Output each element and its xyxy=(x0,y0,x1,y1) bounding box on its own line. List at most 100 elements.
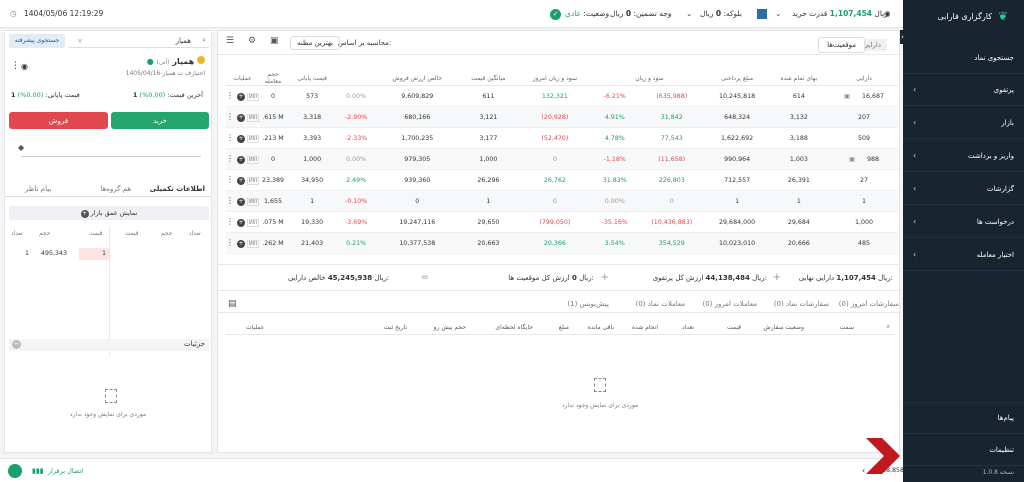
more-icon[interactable]: ⋮ xyxy=(226,112,234,121)
cell-asset: ▣ 988 xyxy=(830,148,898,170)
more-icon[interactable]: ⋮ xyxy=(226,196,234,205)
chevron-left-icon[interactable]: ‹ xyxy=(862,466,866,475)
tab-peers[interactable]: هم گروه‌ها xyxy=(100,185,131,193)
cell-trade-vol: .075 M xyxy=(259,211,288,233)
add-icon[interactable]: + xyxy=(237,135,245,143)
tab-drafts[interactable]: پیش‌نویس (1) xyxy=(567,300,609,308)
sell-button[interactable]: فروش xyxy=(9,112,108,129)
wallet-icon[interactable] xyxy=(757,9,767,19)
chart-icon[interactable]: ИllI xyxy=(247,198,260,206)
details-header[interactable]: جزئیات − xyxy=(9,339,209,351)
export-icon[interactable]: ▣ xyxy=(270,36,279,46)
more-icon[interactable]: ⋮ xyxy=(226,133,234,142)
tab-symbol-orders[interactable]: سفارشات نماد (0) xyxy=(773,300,829,308)
price-slider[interactable] xyxy=(21,156,201,157)
add-icon[interactable]: + xyxy=(237,240,245,248)
more-icon[interactable]: ⋮ xyxy=(226,238,234,247)
eye-icon[interactable]: ◉ xyxy=(884,9,891,18)
tab-today-orders[interactable]: سفارشات امروز (0) xyxy=(838,300,899,308)
cell-net: 939,360 xyxy=(375,169,460,191)
cell-close-pct: 0.21% xyxy=(337,232,376,254)
cell-cost: 26,391 xyxy=(767,169,831,191)
add-icon[interactable]: + xyxy=(237,93,245,101)
chart-icon[interactable]: ИllI xyxy=(247,93,260,101)
table-row[interactable]: ⋮ + ИllI 23,389 34,950 2.49% 939,360 26,296 26,… xyxy=(226,169,898,191)
table-row[interactable]: ⋮ + ИllI .075 M 19,330 -3.69% 19,247,116 29,65… xyxy=(226,211,898,233)
more-icon[interactable]: ⋮ xyxy=(226,217,234,226)
more-icon[interactable]: ⋮ xyxy=(226,154,234,163)
advanced-search-button[interactable]: جستجوی پیشرفته xyxy=(9,34,65,48)
cell-pl: 0 xyxy=(637,190,707,212)
tab-symbol-trades[interactable]: معاملات نماد (0) xyxy=(635,300,685,308)
more-icon[interactable]: ⋮ xyxy=(226,91,234,100)
cell-avg: 20,663 xyxy=(459,232,518,254)
sidebar-item-search[interactable]: جستجوی نماد xyxy=(903,42,1024,74)
table-row[interactable]: ⋮ + ИllI 1,655 1 -0.10% 0 1 0 0.00% 0 1 1 1 xyxy=(226,190,898,212)
cell-pl: (11,658) xyxy=(637,148,707,170)
add-icon[interactable]: + xyxy=(237,156,245,164)
excel-icon[interactable]: ▤ xyxy=(228,299,237,309)
cell-value: 648,324 xyxy=(724,113,751,121)
sidebar-item-options[interactable]: ‹ اختیار معامله xyxy=(903,239,1024,271)
tab-positions[interactable]: موقعیت‌ها xyxy=(818,37,865,53)
cell-value: -2.90% xyxy=(345,113,368,121)
chevron-down-icon[interactable]: ⌄ xyxy=(686,9,693,18)
signal-icon: ▮▮▮ xyxy=(32,467,44,475)
table-row[interactable]: ⋮ + ИllI 0 1,000 0.00% 979,305 1,000 0 -1.18% (11… xyxy=(226,148,898,170)
cell-avg: 1 xyxy=(459,190,518,212)
close-price: قیمت پایانی: (0.00%) 1 xyxy=(11,91,80,99)
chart-icon[interactable]: ИllI xyxy=(247,114,260,122)
cell-pl-pct: 31.83% xyxy=(592,169,637,191)
buy-button[interactable]: خرید xyxy=(111,112,209,129)
chart-icon[interactable]: ИllI xyxy=(247,135,260,143)
tab-supervisor-message[interactable]: پیام ناظر xyxy=(25,185,52,193)
cell-value: 1 xyxy=(796,197,801,205)
table-row[interactable]: ⋮ + ИllI 0 573 0.00% 9,609,829 611 132,321 -6.21… xyxy=(226,85,898,107)
cell-paid: 29,684,000 xyxy=(706,211,768,233)
cell-pl-pct: -1.18% xyxy=(592,148,637,170)
sidebar-item-messages[interactable]: پیام‌ها xyxy=(903,402,1024,434)
chart-icon[interactable]: ИllI xyxy=(247,156,260,164)
search-icon: ⌕ xyxy=(886,323,890,330)
columns-icon[interactable]: ☰ xyxy=(226,36,235,46)
chart-icon[interactable]: ИllI xyxy=(247,177,260,185)
cell-pl: 77,543 xyxy=(637,127,707,149)
tab-today-trades[interactable]: معاملات امروز (0) xyxy=(702,300,757,308)
add-icon[interactable]: + xyxy=(237,198,245,206)
cell-close: 573 xyxy=(287,85,338,107)
support-icon[interactable] xyxy=(8,464,22,478)
sidebar-item-deposit[interactable]: ‹ واریز و برداشت xyxy=(903,140,1024,172)
cell-value: 26,391 xyxy=(787,176,810,184)
index-value: 2,768,858 xyxy=(872,467,905,474)
table-row[interactable]: ⋮ + ИllI .262 M 21,403 0.21% 10,377,538 20,663… xyxy=(226,232,898,254)
cell-paid: 1 xyxy=(706,190,768,212)
table-row[interactable]: ⋮ + ИllI .213 M 3,393 -2.33% 1,700,235 3,177 (5… xyxy=(226,127,898,149)
cell-value: 27 xyxy=(860,176,869,184)
cell-value: (799,050) xyxy=(539,218,571,226)
add-icon[interactable]: + xyxy=(237,177,245,185)
chart-icon[interactable]: ИllI xyxy=(247,240,260,248)
calc-select[interactable]: بهترین مظنه xyxy=(290,36,341,50)
table-row[interactable]: ⋮ + ИllI .615 M 3,318 -2.90% 680,166 3,121 (20,… xyxy=(226,106,898,128)
more-icon[interactable]: ⋮ xyxy=(11,61,20,71)
cell-trade-vol: .615 M xyxy=(259,106,288,128)
eye-icon[interactable]: ◉ xyxy=(21,62,28,71)
sidebar-item-portfolio[interactable]: ‹ پرتفوی xyxy=(903,74,1024,106)
search-input[interactable]: × همیار ⌕ xyxy=(69,34,209,48)
sidebar-item-settings[interactable]: تنظیمات xyxy=(903,434,1024,466)
market-depth-button[interactable]: + نمایش عمق بازار xyxy=(9,206,209,220)
more-icon[interactable]: ⋮ xyxy=(226,175,234,184)
sidebar-item-market[interactable]: ‹ بازار xyxy=(903,107,1024,139)
settings-icon[interactable]: ⚙ xyxy=(248,36,257,46)
sidebar-collapse-button[interactable]: › xyxy=(898,30,907,44)
sidebar-item-reports[interactable]: ‹ گزارشات xyxy=(903,173,1024,205)
add-icon[interactable]: + xyxy=(237,219,245,227)
chevron-down-icon[interactable]: ⌄ xyxy=(775,9,782,18)
cell-cost: 3,132 xyxy=(767,106,831,128)
tab-extra-info[interactable]: اطلاعات تکمیلی xyxy=(149,185,205,193)
chart-icon[interactable]: ИllI xyxy=(247,219,260,227)
sidebar-item-requests[interactable]: ‹ درخواست ها xyxy=(903,206,1024,238)
cell-pl-pct: -35.16% xyxy=(592,211,637,233)
add-icon[interactable]: + xyxy=(237,114,245,122)
close-icon[interactable]: × xyxy=(77,37,83,45)
